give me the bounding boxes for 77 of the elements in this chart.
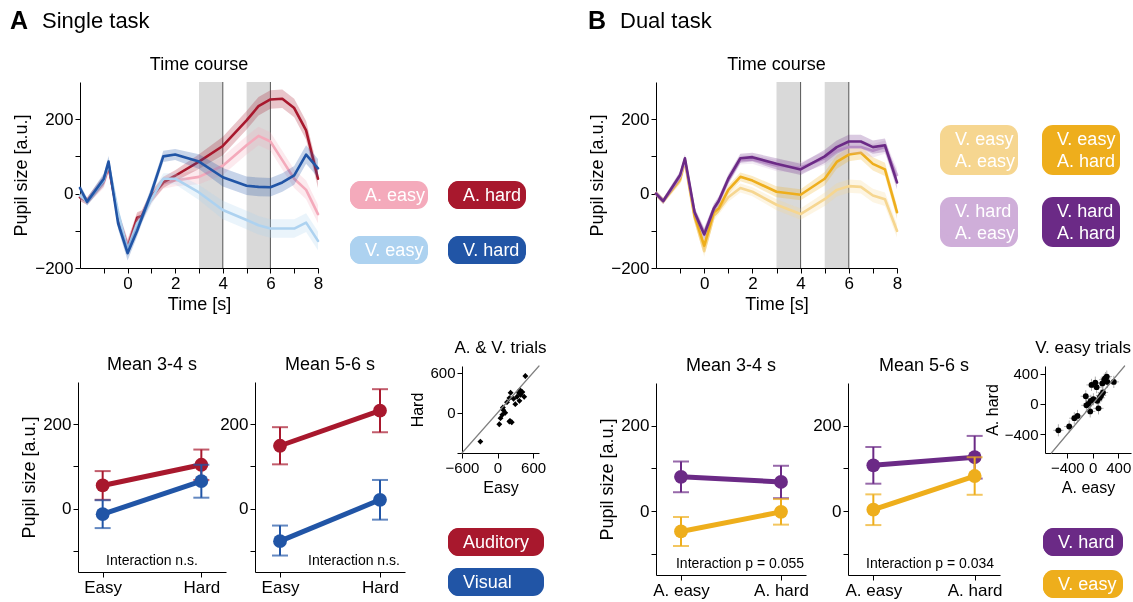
chart-title: Time course <box>727 53 826 74</box>
x-tick-label: Easy <box>84 577 123 597</box>
y-tick-label: 0 <box>1030 395 1039 413</box>
y-tick-label: −200 <box>611 258 650 278</box>
annotation: Interaction p = 0.055 <box>675 555 805 571</box>
y-axis-title: A. hard <box>983 384 1001 436</box>
x-tick-label: 600 <box>521 458 547 476</box>
y-axis-title: Pupil size [a.u.] <box>597 418 618 541</box>
x-tick-label: 400 <box>1106 458 1132 476</box>
y-tick-label: 0 <box>640 501 650 521</box>
x-tick-label: 2 <box>170 273 181 293</box>
y-tick-label: 200 <box>813 416 842 436</box>
text: Dual task <box>620 8 712 34</box>
x-axis-title: Time [s] <box>745 293 809 314</box>
y-tick-label: 200 <box>621 109 650 129</box>
x-tick-label: −400 <box>1050 458 1085 476</box>
y-tick-label: 200 <box>621 416 650 436</box>
x-tick-label: Hard <box>183 577 221 597</box>
chart-title: Mean 3-4 s <box>106 354 198 374</box>
x-tick-label: 0 <box>123 273 133 293</box>
y-tick-label: −200 <box>35 258 74 278</box>
y-tick-label: −400 <box>1004 425 1039 443</box>
legend-label: V. easy <box>350 236 428 264</box>
y-tick-label: 200 <box>45 109 74 129</box>
x-tick-label: −600 <box>445 458 480 476</box>
x-tick-label: 8 <box>313 273 324 293</box>
x-axis-title: A. easy <box>1061 478 1116 496</box>
x-tick-label: A. easy <box>653 580 711 600</box>
y-tick-label: 200 <box>43 414 72 434</box>
chart-title: A. & V. trials <box>454 338 547 358</box>
x-tick-label: Hard <box>362 577 399 597</box>
x-tick-label: 8 <box>892 273 903 293</box>
chart-title: Mean 3-4 s <box>685 355 777 375</box>
x-tick-label: 6 <box>266 273 276 293</box>
chart-title: V. easy trials <box>1035 338 1131 358</box>
x-tick-label: 0 <box>493 458 503 476</box>
y-axis-title: Pupil size [a.u.] <box>587 114 608 237</box>
legend-label: V. easy <box>1043 570 1123 598</box>
x-tick-label: A. easy <box>845 580 903 600</box>
text: V. easy A. hard <box>1042 125 1120 175</box>
x-tick-label: 6 <box>844 273 855 293</box>
x-tick-label: 0 <box>699 273 710 293</box>
annotation: Interaction n.s. <box>106 552 198 568</box>
y-tick-label: 0 <box>64 184 74 204</box>
legend-label: V. hard <box>1043 528 1123 556</box>
chart-title: Time course <box>149 53 249 74</box>
text: V. hard A. easy <box>940 197 1018 247</box>
chart-title: Mean 5-6 s <box>284 354 376 374</box>
text: Single task <box>42 8 150 34</box>
x-tick-label: Easy <box>261 577 300 597</box>
legend-label: A. hard <box>448 181 526 209</box>
text: Visual <box>448 568 544 596</box>
x-tick-label: 4 <box>218 273 229 293</box>
x-tick-label: A. hard <box>754 580 809 600</box>
y-tick-label: 200 <box>220 414 249 434</box>
legend-label: A. easy <box>350 181 428 209</box>
legend-label: V. hard <box>448 236 526 264</box>
text: B <box>588 6 607 35</box>
x-tick-label: 0 <box>1089 458 1098 476</box>
y-tick-label: 0 <box>62 499 72 519</box>
x-tick-label: 2 <box>748 273 758 293</box>
x-tick-label: 4 <box>796 273 806 293</box>
text: V. easy A. easy <box>940 125 1018 175</box>
annotation: Interaction n.s. <box>308 552 400 568</box>
y-tick-label: 400 <box>1013 365 1039 383</box>
y-tick-label: 0 <box>640 184 650 204</box>
annotation: Interaction p = 0.034 <box>866 555 995 571</box>
chart-title: Mean 5-6 s <box>878 355 970 375</box>
text: A <box>10 6 29 35</box>
y-axis-title: Pupil size [a.u.] <box>11 114 32 237</box>
text: V. hard A. hard <box>1042 197 1120 247</box>
x-axis-title: Time [s] <box>167 293 232 314</box>
text: Auditory <box>448 528 544 556</box>
y-axis-title: Pupil size [a.u.] <box>19 416 40 539</box>
x-tick-label: A. hard <box>947 580 1003 600</box>
x-axis-title: Easy <box>483 478 519 496</box>
y-axis-title: Hard <box>409 392 427 428</box>
